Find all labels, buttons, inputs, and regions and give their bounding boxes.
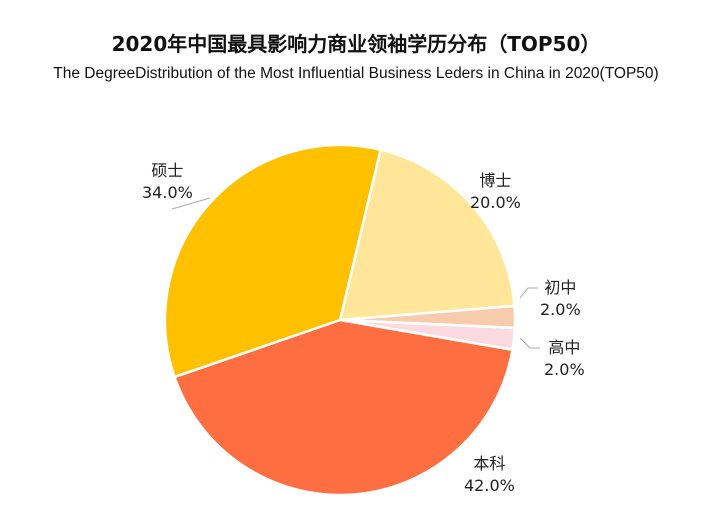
chart-subtitle: The DegreeDistribution of the Most Influ… [53, 65, 659, 82]
chart-title: 2020年中国最具影响力商业领袖学历分布（TOP50） [111, 32, 601, 56]
label-junior-high: 初中 2.0% [540, 277, 581, 321]
label-master: 硕士 34.0% [142, 160, 193, 204]
label-bachelor-pct: 42.0% [464, 476, 515, 495]
slice-phd [338, 148, 516, 322]
label-bachelor: 本科 42.0% [464, 453, 515, 497]
label-bachelor-name: 本科 [473, 454, 506, 473]
label-high-school: 高中 2.0% [544, 337, 585, 381]
label-phd-name: 博士 [479, 171, 512, 190]
label-junior-high-pct: 2.0% [540, 300, 581, 319]
label-high-school-name: 高中 [548, 338, 581, 357]
label-master-name: 硕士 [151, 161, 184, 180]
label-phd-pct: 20.0% [470, 193, 521, 212]
label-phd: 博士 20.0% [470, 170, 521, 214]
label-high-school-pct: 2.0% [544, 360, 585, 379]
label-master-pct: 34.0% [142, 183, 193, 202]
slice-master [163, 143, 383, 379]
label-junior-high-name: 初中 [544, 278, 577, 297]
slice-bachelor [172, 318, 514, 497]
leader-line [171, 197, 211, 210]
leader-line [519, 337, 540, 349]
leader-line [519, 287, 538, 299]
